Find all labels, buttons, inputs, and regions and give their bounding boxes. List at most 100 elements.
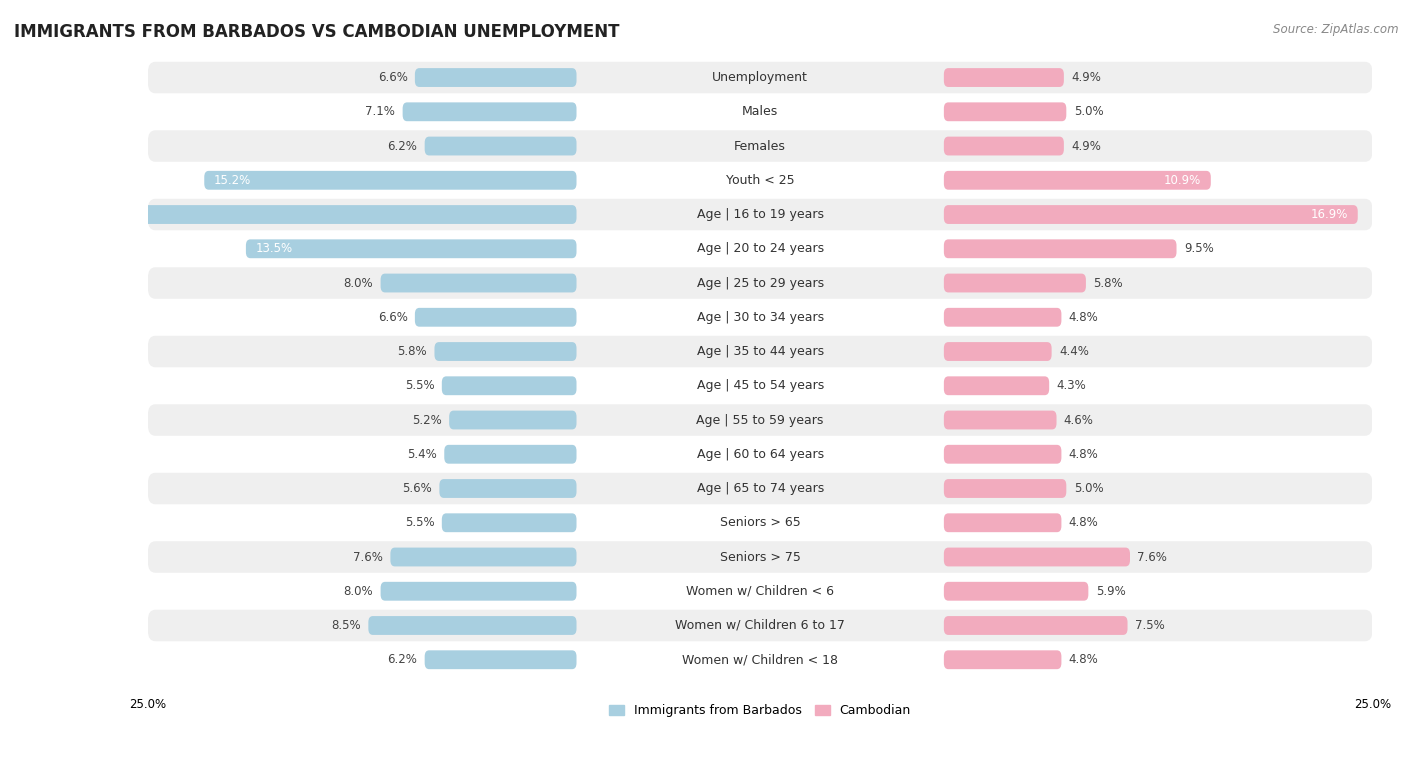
Text: 16.9%: 16.9%: [1310, 208, 1348, 221]
Text: Seniors > 65: Seniors > 65: [720, 516, 800, 529]
FancyBboxPatch shape: [441, 513, 576, 532]
FancyBboxPatch shape: [402, 102, 576, 121]
Text: Age | 25 to 29 years: Age | 25 to 29 years: [696, 276, 824, 289]
Text: Age | 30 to 34 years: Age | 30 to 34 years: [696, 311, 824, 324]
Text: 4.8%: 4.8%: [1069, 653, 1098, 666]
Text: IMMIGRANTS FROM BARBADOS VS CAMBODIAN UNEMPLOYMENT: IMMIGRANTS FROM BARBADOS VS CAMBODIAN UN…: [14, 23, 620, 41]
Text: 5.5%: 5.5%: [405, 379, 434, 392]
Text: 5.0%: 5.0%: [1074, 482, 1104, 495]
Text: Age | 35 to 44 years: Age | 35 to 44 years: [696, 345, 824, 358]
Text: 5.9%: 5.9%: [1095, 584, 1125, 598]
FancyBboxPatch shape: [0, 205, 576, 224]
FancyBboxPatch shape: [943, 171, 1211, 190]
Text: Unemployment: Unemployment: [713, 71, 808, 84]
FancyBboxPatch shape: [441, 376, 576, 395]
Text: 4.8%: 4.8%: [1069, 311, 1098, 324]
FancyBboxPatch shape: [148, 473, 1372, 504]
Text: 6.2%: 6.2%: [388, 653, 418, 666]
FancyBboxPatch shape: [434, 342, 576, 361]
FancyBboxPatch shape: [148, 575, 1372, 607]
FancyBboxPatch shape: [943, 650, 1062, 669]
Text: 4.8%: 4.8%: [1069, 516, 1098, 529]
Text: 4.8%: 4.8%: [1069, 447, 1098, 461]
Text: Age | 16 to 19 years: Age | 16 to 19 years: [697, 208, 824, 221]
Text: Males: Males: [742, 105, 779, 118]
FancyBboxPatch shape: [943, 102, 1066, 121]
Text: Women w/ Children 6 to 17: Women w/ Children 6 to 17: [675, 619, 845, 632]
FancyBboxPatch shape: [425, 650, 576, 669]
FancyBboxPatch shape: [943, 205, 1358, 224]
FancyBboxPatch shape: [391, 547, 576, 566]
FancyBboxPatch shape: [148, 404, 1372, 436]
FancyBboxPatch shape: [943, 273, 1085, 292]
FancyBboxPatch shape: [415, 68, 576, 87]
FancyBboxPatch shape: [148, 336, 1372, 367]
Text: 4.3%: 4.3%: [1056, 379, 1087, 392]
FancyBboxPatch shape: [444, 445, 576, 464]
Text: 7.1%: 7.1%: [366, 105, 395, 118]
Text: 5.8%: 5.8%: [1094, 276, 1123, 289]
Text: 5.0%: 5.0%: [1074, 105, 1104, 118]
Text: 8.0%: 8.0%: [343, 584, 373, 598]
FancyBboxPatch shape: [148, 62, 1372, 93]
Legend: Immigrants from Barbados, Cambodian: Immigrants from Barbados, Cambodian: [605, 699, 915, 722]
Text: Age | 55 to 59 years: Age | 55 to 59 years: [696, 413, 824, 426]
FancyBboxPatch shape: [943, 239, 1177, 258]
Text: 5.6%: 5.6%: [402, 482, 432, 495]
Text: Women w/ Children < 6: Women w/ Children < 6: [686, 584, 834, 598]
FancyBboxPatch shape: [425, 136, 576, 155]
FancyBboxPatch shape: [148, 507, 1372, 538]
Text: Age | 60 to 64 years: Age | 60 to 64 years: [696, 447, 824, 461]
FancyBboxPatch shape: [943, 616, 1128, 635]
Text: 15.2%: 15.2%: [214, 174, 252, 187]
Text: 6.6%: 6.6%: [378, 311, 408, 324]
FancyBboxPatch shape: [943, 376, 1049, 395]
FancyBboxPatch shape: [148, 96, 1372, 127]
Text: 24.0%: 24.0%: [0, 208, 35, 221]
Text: Youth < 25: Youth < 25: [725, 174, 794, 187]
Text: Seniors > 75: Seniors > 75: [720, 550, 800, 563]
FancyBboxPatch shape: [415, 308, 576, 327]
Text: 6.6%: 6.6%: [378, 71, 408, 84]
FancyBboxPatch shape: [204, 171, 576, 190]
Text: 4.9%: 4.9%: [1071, 71, 1101, 84]
Text: 8.0%: 8.0%: [343, 276, 373, 289]
FancyBboxPatch shape: [148, 233, 1372, 264]
Text: 4.6%: 4.6%: [1064, 413, 1094, 426]
FancyBboxPatch shape: [943, 308, 1062, 327]
FancyBboxPatch shape: [943, 342, 1052, 361]
FancyBboxPatch shape: [368, 616, 576, 635]
FancyBboxPatch shape: [381, 582, 576, 600]
Text: Women w/ Children < 18: Women w/ Children < 18: [682, 653, 838, 666]
FancyBboxPatch shape: [148, 267, 1372, 299]
Text: 5.4%: 5.4%: [408, 447, 437, 461]
Text: 8.5%: 8.5%: [332, 619, 361, 632]
Text: Age | 20 to 24 years: Age | 20 to 24 years: [696, 242, 824, 255]
Text: 5.5%: 5.5%: [405, 516, 434, 529]
Text: 7.5%: 7.5%: [1135, 619, 1164, 632]
FancyBboxPatch shape: [148, 438, 1372, 470]
FancyBboxPatch shape: [943, 136, 1064, 155]
Text: 4.9%: 4.9%: [1071, 139, 1101, 153]
FancyBboxPatch shape: [449, 410, 576, 429]
FancyBboxPatch shape: [943, 479, 1066, 498]
Text: Source: ZipAtlas.com: Source: ZipAtlas.com: [1274, 23, 1399, 36]
FancyBboxPatch shape: [439, 479, 576, 498]
FancyBboxPatch shape: [381, 273, 576, 292]
Text: 5.2%: 5.2%: [412, 413, 441, 426]
FancyBboxPatch shape: [943, 410, 1056, 429]
FancyBboxPatch shape: [246, 239, 576, 258]
FancyBboxPatch shape: [943, 68, 1064, 87]
Text: 10.9%: 10.9%: [1164, 174, 1201, 187]
Text: 13.5%: 13.5%: [256, 242, 292, 255]
FancyBboxPatch shape: [943, 547, 1130, 566]
Text: Females: Females: [734, 139, 786, 153]
Text: 6.2%: 6.2%: [388, 139, 418, 153]
Text: 9.5%: 9.5%: [1184, 242, 1213, 255]
FancyBboxPatch shape: [148, 130, 1372, 162]
FancyBboxPatch shape: [943, 582, 1088, 600]
FancyBboxPatch shape: [943, 445, 1062, 464]
FancyBboxPatch shape: [148, 541, 1372, 573]
FancyBboxPatch shape: [943, 513, 1062, 532]
FancyBboxPatch shape: [148, 301, 1372, 333]
